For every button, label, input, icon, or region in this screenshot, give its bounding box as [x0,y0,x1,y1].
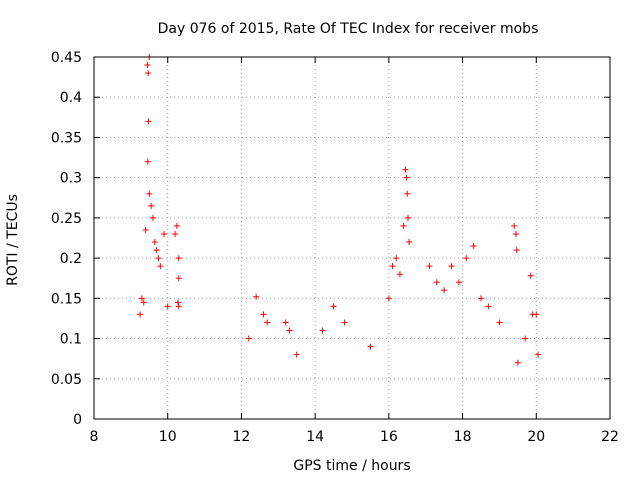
data-point [406,239,413,246]
data-point [433,279,440,286]
data-point [396,271,403,278]
data-point [151,239,158,246]
data-point [513,247,520,254]
data-point [513,230,520,237]
y-tick-label: 0 [73,412,82,428]
data-point [175,275,182,282]
data-point [144,158,151,165]
data-point [330,303,337,310]
plot-frame [93,56,611,420]
y-tick-label: 0.15 [51,291,82,307]
data-point [402,166,409,173]
data-point [175,303,182,310]
y-tick-label: 0.35 [51,130,82,146]
data-point [175,255,182,262]
data-point [535,351,542,358]
x-tick-label: 18 [454,429,472,445]
data-point [341,319,348,326]
data-point [405,214,412,221]
data-point [511,222,518,229]
data-point [253,293,260,300]
y-tick-label: 0.2 [60,251,82,267]
data-point [533,311,540,318]
grid [94,57,610,419]
data-point [148,202,155,209]
x-axis-label: GPS time / hours [293,458,410,474]
y-tick-label: 0.45 [51,50,82,66]
data-point [164,303,171,310]
data-point [146,190,153,197]
data-point [138,295,145,302]
x-tick-label: 16 [380,429,398,445]
y-tick-label: 0.1 [60,332,82,348]
data-point [441,287,448,294]
data-point [404,190,411,197]
data-point [142,226,149,233]
data-point [426,263,433,270]
x-tick-label: 8 [90,429,99,445]
data-point [400,222,407,229]
data-point [245,335,252,342]
x-tick-label: 10 [159,429,177,445]
data-point [527,272,534,279]
data-point [514,359,521,366]
data-point [496,319,503,326]
x-tick-label: 12 [233,429,251,445]
data-point [455,279,462,286]
y-tick-label: 0.05 [51,372,82,388]
data-point [522,335,529,342]
axis-ticks: 8 10 12 14 16 18 20 22 0 0.05 0.1 0.15 0.2 0.25 0.3 0.3… [51,50,619,445]
data-point [319,327,326,334]
data-point [286,327,293,334]
data-point [145,118,152,125]
data-point [153,247,160,254]
data-point [175,299,182,306]
x-tick-label: 14 [306,429,324,445]
data-point [173,222,180,229]
y-axis-label: ROTI / TECUs [5,194,21,286]
data-point [140,299,147,306]
y-tick-label: 0.4 [60,90,82,106]
data-point [403,174,410,181]
data-point [161,230,168,237]
data-point [144,62,151,69]
data-point [448,263,455,270]
data-point [282,319,289,326]
data-point [155,255,162,262]
data-points [137,54,542,366]
data-point [463,255,470,262]
data-point [367,343,374,350]
x-tick-label: 22 [601,429,619,445]
data-point [470,243,477,250]
y-tick-label: 0.25 [51,211,82,227]
data-point [149,214,156,221]
data-point [137,311,144,318]
y-tick-label: 0.3 [60,171,82,187]
x-tick-label: 20 [527,429,545,445]
data-point [157,263,164,270]
data-point [393,255,400,262]
data-point [485,303,492,310]
data-point [389,263,396,270]
chart-title: Day 076 of 2015, Rate Of TEC Index for r… [158,21,539,37]
data-point [145,70,152,77]
data-point [293,351,300,358]
data-point [478,295,484,302]
data-point [264,319,271,326]
data-point [385,295,392,302]
data-point [172,230,179,237]
data-point [260,311,267,318]
